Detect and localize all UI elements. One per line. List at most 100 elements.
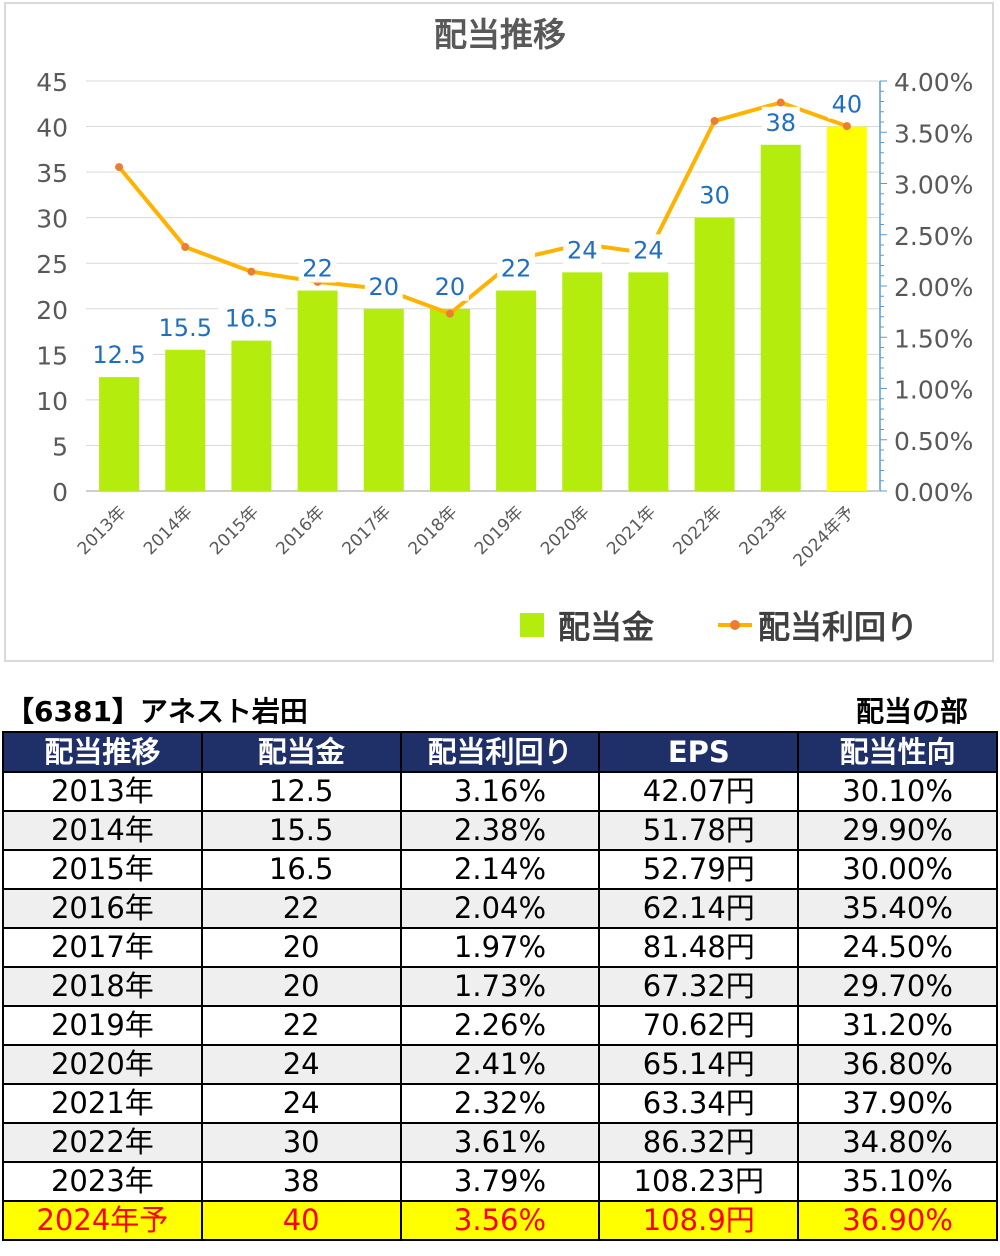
- header-dividend: 配当金: [200, 731, 402, 773]
- cell-year: 2022年: [2, 1122, 203, 1163]
- table-row: 2022年 30 3.61% 86.32円 34.80%: [2, 1122, 998, 1163]
- cell-year: 2016年: [2, 888, 203, 929]
- cell-payout: 36.80%: [797, 1044, 998, 1085]
- bar: [297, 290, 338, 491]
- cell-payout: 34.80%: [797, 1122, 998, 1163]
- y-tick-label: 15: [36, 341, 68, 370]
- bar: [99, 377, 140, 491]
- x-tick-label: 2020年: [537, 502, 594, 559]
- cell-year: 2015年: [2, 849, 203, 890]
- cell-yield: 2.41%: [399, 1044, 601, 1085]
- cell-eps: 65.14円: [598, 1044, 800, 1085]
- legend-bar: 配当金: [520, 602, 654, 648]
- dividend-table: 配当推移 配当金 配当利回り EPS 配当性向 2013年 12.5 3.16% 42…: [2, 731, 998, 1241]
- bar: [496, 290, 537, 491]
- x-tick-label: 2013年: [74, 502, 131, 559]
- bar-data-label: 24: [567, 236, 598, 264]
- cell-eps: 108.9円: [598, 1200, 800, 1241]
- yield-point: [842, 122, 851, 131]
- cell-payout: 24.50%: [797, 927, 998, 968]
- cell-yield: 3.79%: [399, 1161, 601, 1202]
- cell-payout: 30.10%: [797, 771, 998, 812]
- table-row: 2017年 20 1.97% 81.48円 24.50%: [2, 927, 998, 968]
- x-tick-label: 2016年: [272, 502, 329, 559]
- bar: [231, 340, 272, 491]
- bar: [562, 272, 603, 491]
- cell-payout: 31.20%: [797, 1005, 998, 1046]
- bar-data-label: 22: [302, 255, 333, 283]
- yield-line: [117, 100, 848, 316]
- table-row: 2021年 24 2.32% 63.34円 37.90%: [2, 1083, 998, 1124]
- table-row: 2018年 20 1.73% 67.32円 29.70%: [2, 966, 998, 1007]
- cell-dividend: 24: [200, 1083, 402, 1124]
- cell-yield: 2.26%: [399, 1005, 601, 1046]
- cell-dividend: 20: [200, 966, 402, 1007]
- cell-dividend: 12.5: [200, 771, 402, 812]
- bar-data-label: 38: [765, 109, 796, 137]
- bar: [694, 217, 735, 491]
- cell-year: 2017年: [2, 927, 203, 968]
- data-label-bg: [629, 234, 668, 265]
- cell-payout: 35.10%: [797, 1161, 998, 1202]
- header-payout: 配当性向: [797, 731, 998, 773]
- y2-tick-label: 2.00%: [894, 273, 973, 302]
- legend-line-label: 配当利回り: [758, 608, 919, 646]
- cell-dividend: 30: [200, 1122, 402, 1163]
- x-tick-label: 2019年: [471, 502, 528, 559]
- bar-data-label: 12.5: [92, 341, 145, 369]
- cell-yield: 2.14%: [399, 849, 601, 890]
- cell-yield: 2.38%: [399, 810, 601, 851]
- chart-title: 配当推移: [434, 15, 566, 54]
- y-tick-label: 30: [36, 205, 68, 234]
- x-tick-label: 2015年: [206, 502, 263, 559]
- cell-yield: 2.32%: [399, 1083, 601, 1124]
- cell-eps: 108.23円: [598, 1161, 800, 1202]
- yield-point: [776, 98, 785, 107]
- header-eps: EPS: [598, 731, 800, 773]
- y-tick-label: 10: [36, 387, 68, 416]
- x-tick-label: 2024年予: [790, 502, 859, 571]
- cell-eps: 81.48円: [598, 927, 800, 968]
- cell-yield: 1.97%: [399, 927, 601, 968]
- y2-tick-label: 1.50%: [894, 324, 973, 353]
- cell-dividend: 22: [200, 1005, 402, 1046]
- y2-tick-label: 3.00%: [894, 171, 973, 200]
- bar-data-label: 30: [699, 182, 730, 210]
- cell-payout: 30.00%: [797, 849, 998, 890]
- bar-data-label: 15.5: [159, 314, 212, 342]
- dividend-chart: 0 5 10 15 20 25 30 35 40 45 0.00% 0.50% 1.00% 1.50% 2.…: [36, 68, 973, 571]
- table-row: 2013年 12.5 3.16% 42.07円 30.10%: [2, 771, 998, 812]
- bar-data-label: 16.5: [225, 305, 278, 333]
- data-label-bg: [217, 302, 286, 333]
- data-label-bg: [827, 88, 866, 119]
- cell-dividend: 24: [200, 1044, 402, 1085]
- table-header-row: 配当推移 配当金 配当利回り EPS 配当性向: [2, 731, 998, 773]
- cell-dividend: 20: [200, 927, 402, 968]
- cell-dividend: 38: [200, 1161, 402, 1202]
- bar: [628, 272, 669, 491]
- bar-data-label: 40: [832, 91, 863, 119]
- legend-bar-label: 配当金: [558, 608, 655, 646]
- cell-year: 2013年: [2, 771, 203, 812]
- y-tick-label: 0: [52, 478, 68, 507]
- cell-year: 2019年: [2, 1005, 203, 1046]
- yield-point: [115, 163, 124, 172]
- data-label-bg: [563, 234, 602, 265]
- bar-data-label: 20: [368, 273, 399, 301]
- cell-eps: 52.79円: [598, 849, 800, 890]
- cell-year: 2014年: [2, 810, 203, 851]
- data-label-bg: [151, 311, 220, 342]
- table-row-forecast: 2024年予 40 3.56% 108.9円 36.90%: [2, 1200, 998, 1241]
- cell-eps: 63.34円: [598, 1083, 800, 1124]
- company-name: 【6381】アネスト岩田: [6, 695, 308, 728]
- cell-payout: 37.90%: [797, 1083, 998, 1124]
- yield-point: [181, 243, 190, 252]
- cell-dividend: 22: [200, 888, 402, 929]
- data-label-bg: [695, 179, 734, 210]
- bar-data-label: 20: [435, 273, 466, 301]
- bar: [165, 349, 206, 491]
- cell-year: 2018年: [2, 966, 203, 1007]
- table-row: 2020年 24 2.41% 65.14円 36.80%: [2, 1044, 998, 1085]
- yield-point: [710, 116, 719, 125]
- data-label-bg: [85, 339, 154, 370]
